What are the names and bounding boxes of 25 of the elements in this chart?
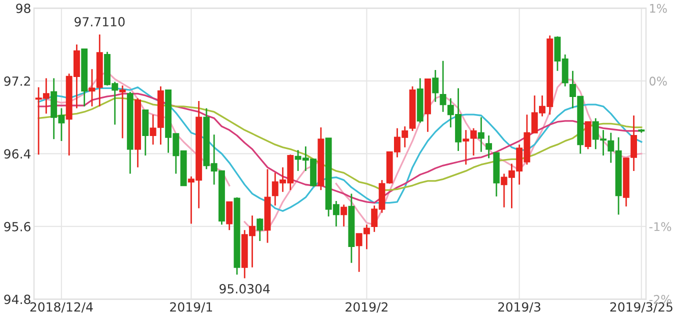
y-tick-label: 98 [16, 4, 30, 14]
y2-tick-label: -2% [649, 294, 672, 304]
annotation: 97.7110 [74, 17, 125, 26]
candlestick [432, 69, 439, 103]
candlestick [340, 204, 348, 228]
x-tick-label: 2019/3 [498, 302, 540, 313]
y-tick-label: 94.8 [4, 294, 30, 304]
x-tick-label: 2019/2 [346, 302, 388, 313]
x-tick-label: 2018/12/4 [30, 302, 93, 313]
y-tick-label: 96.4 [4, 149, 31, 159]
y-tick-label: 97.2 [4, 76, 30, 86]
x-tick-label: 2019/1 [170, 302, 212, 313]
line-series [38, 97, 642, 191]
y-tick-label: 95.6 [4, 222, 30, 232]
candlestick [256, 218, 264, 242]
candlestick [486, 134, 492, 159]
y2-tick-label: 0% [650, 76, 667, 86]
y2-tick-label: 1% [650, 4, 667, 13]
candlestick [226, 201, 233, 231]
x-tick-label: 2019/3/25 [610, 302, 672, 313]
annotation: 95.0304 [220, 284, 270, 294]
candlestick [440, 60, 446, 113]
y2-tick-label: -1% [649, 222, 672, 232]
candlestick [478, 116, 484, 153]
candlestick [119, 84, 126, 139]
